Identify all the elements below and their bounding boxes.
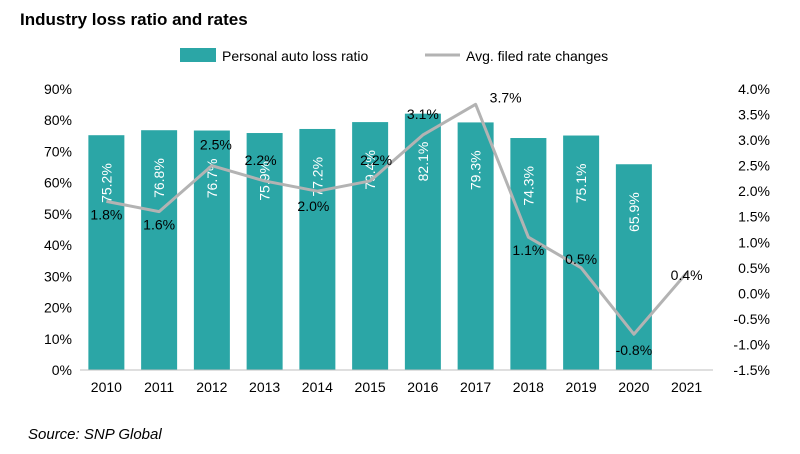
line-label-2014: 2.0% <box>297 198 329 214</box>
left-tick-label: 80% <box>44 112 72 128</box>
line-label-2012: 2.5% <box>200 137 232 153</box>
right-tick-label: 0.5% <box>738 260 770 276</box>
bar-label-2011: 76.8% <box>151 158 167 198</box>
x-tick-label-2014: 2014 <box>302 379 333 395</box>
bar-label-2018: 74.3% <box>520 166 536 206</box>
left-tick-label: 20% <box>44 300 72 316</box>
right-tick-label: 2.5% <box>738 158 770 174</box>
left-tick-label: 60% <box>44 175 72 191</box>
right-tick-label: 1.0% <box>738 234 770 250</box>
x-tick-label-2017: 2017 <box>460 379 491 395</box>
bar-2010 <box>88 135 125 370</box>
right-tick-label: -1.0% <box>733 336 770 352</box>
legend: Personal auto loss ratio Avg. filed rate … <box>180 48 608 64</box>
bar-2016 <box>404 113 441 370</box>
bar-label-2016: 82.1% <box>415 142 431 182</box>
left-tick-label: 30% <box>44 268 72 284</box>
bar-2014 <box>299 128 336 370</box>
line-label-2013: 2.2% <box>245 152 277 168</box>
x-tick-label-2018: 2018 <box>513 379 544 395</box>
left-tick-label: 70% <box>44 143 72 159</box>
line-label-2018: 1.1% <box>512 242 544 258</box>
right-tick-label: 0.0% <box>738 285 770 301</box>
legend-swatch-loss-ratio <box>180 48 216 62</box>
x-tick-label-2013: 2013 <box>249 379 280 395</box>
bar-2015 <box>352 122 389 371</box>
axes: 0% 10% 20% 30% 40% 50% 60% 70% 80% 90% -1.5% -1.0% -… <box>44 81 770 395</box>
x-tick-label-2010: 2010 <box>91 379 122 395</box>
left-tick-label: 10% <box>44 331 72 347</box>
line-label-2016: 3.1% <box>407 106 439 122</box>
legend-label-loss-ratio: Personal auto loss ratio <box>222 48 369 64</box>
bar-label-2020: 65.9% <box>626 192 642 232</box>
x-tick-label-2016: 2016 <box>407 379 438 395</box>
x-tick-label-2021: 2021 <box>671 379 702 395</box>
x-tick-label-2011: 2011 <box>144 379 174 395</box>
right-tick-label: -1.5% <box>733 362 770 378</box>
right-tick-label: 1.5% <box>738 209 770 225</box>
x-tick-label-2015: 2015 <box>355 379 386 395</box>
x-tick-label-2020: 2020 <box>618 379 649 395</box>
right-tick-label: -0.5% <box>733 311 770 327</box>
rate-line-path <box>106 102 688 336</box>
bar-label-2015: 79.4% <box>362 150 378 190</box>
right-tick-label: 3.0% <box>738 132 770 148</box>
left-tick-label: 0% <box>52 362 72 378</box>
x-tick-label-2019: 2019 <box>566 379 597 395</box>
line-label-2017: 3.7% <box>490 89 522 105</box>
legend-label-rate-changes: Avg. filed rate changes <box>466 48 608 64</box>
bar-2018 <box>510 138 547 370</box>
bar-label-2010: 75.2% <box>98 163 114 203</box>
bar-label-2019: 75.1% <box>573 164 589 204</box>
right-tick-label: 2.0% <box>738 183 770 199</box>
left-tick-label: 40% <box>44 237 72 253</box>
right-tick-label: 3.5% <box>738 107 770 123</box>
line-label-2020: -0.8% <box>616 342 653 358</box>
line-label-2015: 2.2% <box>360 152 392 168</box>
right-tick-label: 4.0% <box>738 81 770 97</box>
source-note: Source: SNP Global <box>28 426 162 443</box>
bar-label-2017: 79.3% <box>468 150 484 190</box>
line-label-2019: 0.5% <box>565 251 597 267</box>
line-label-2021: 0.4% <box>671 267 703 283</box>
line-label-2010: 1.8% <box>90 206 122 222</box>
rate-line: 1.8% 1.6% 2.5% 2.2% 2.0% 2.2% 3.1% 3.7% 1.1% 0.5%… <box>90 89 702 358</box>
bar-2019 <box>563 135 600 370</box>
chart-title: Industry loss ratio and rates <box>20 10 248 29</box>
bar-2011 <box>141 130 178 370</box>
x-tick-label-2012: 2012 <box>196 379 227 395</box>
left-tick-label: 90% <box>44 81 72 97</box>
bars: 75.2% 76.8% 76.7% 75.9% 77.2% 79.4% 82.1% 79.3%… <box>88 113 652 371</box>
bar-label-2014: 77.2% <box>309 157 325 197</box>
line-label-2011: 1.6% <box>143 217 175 233</box>
bar-2017 <box>457 122 494 370</box>
bar-2013 <box>246 133 283 370</box>
left-tick-label: 50% <box>44 206 72 222</box>
